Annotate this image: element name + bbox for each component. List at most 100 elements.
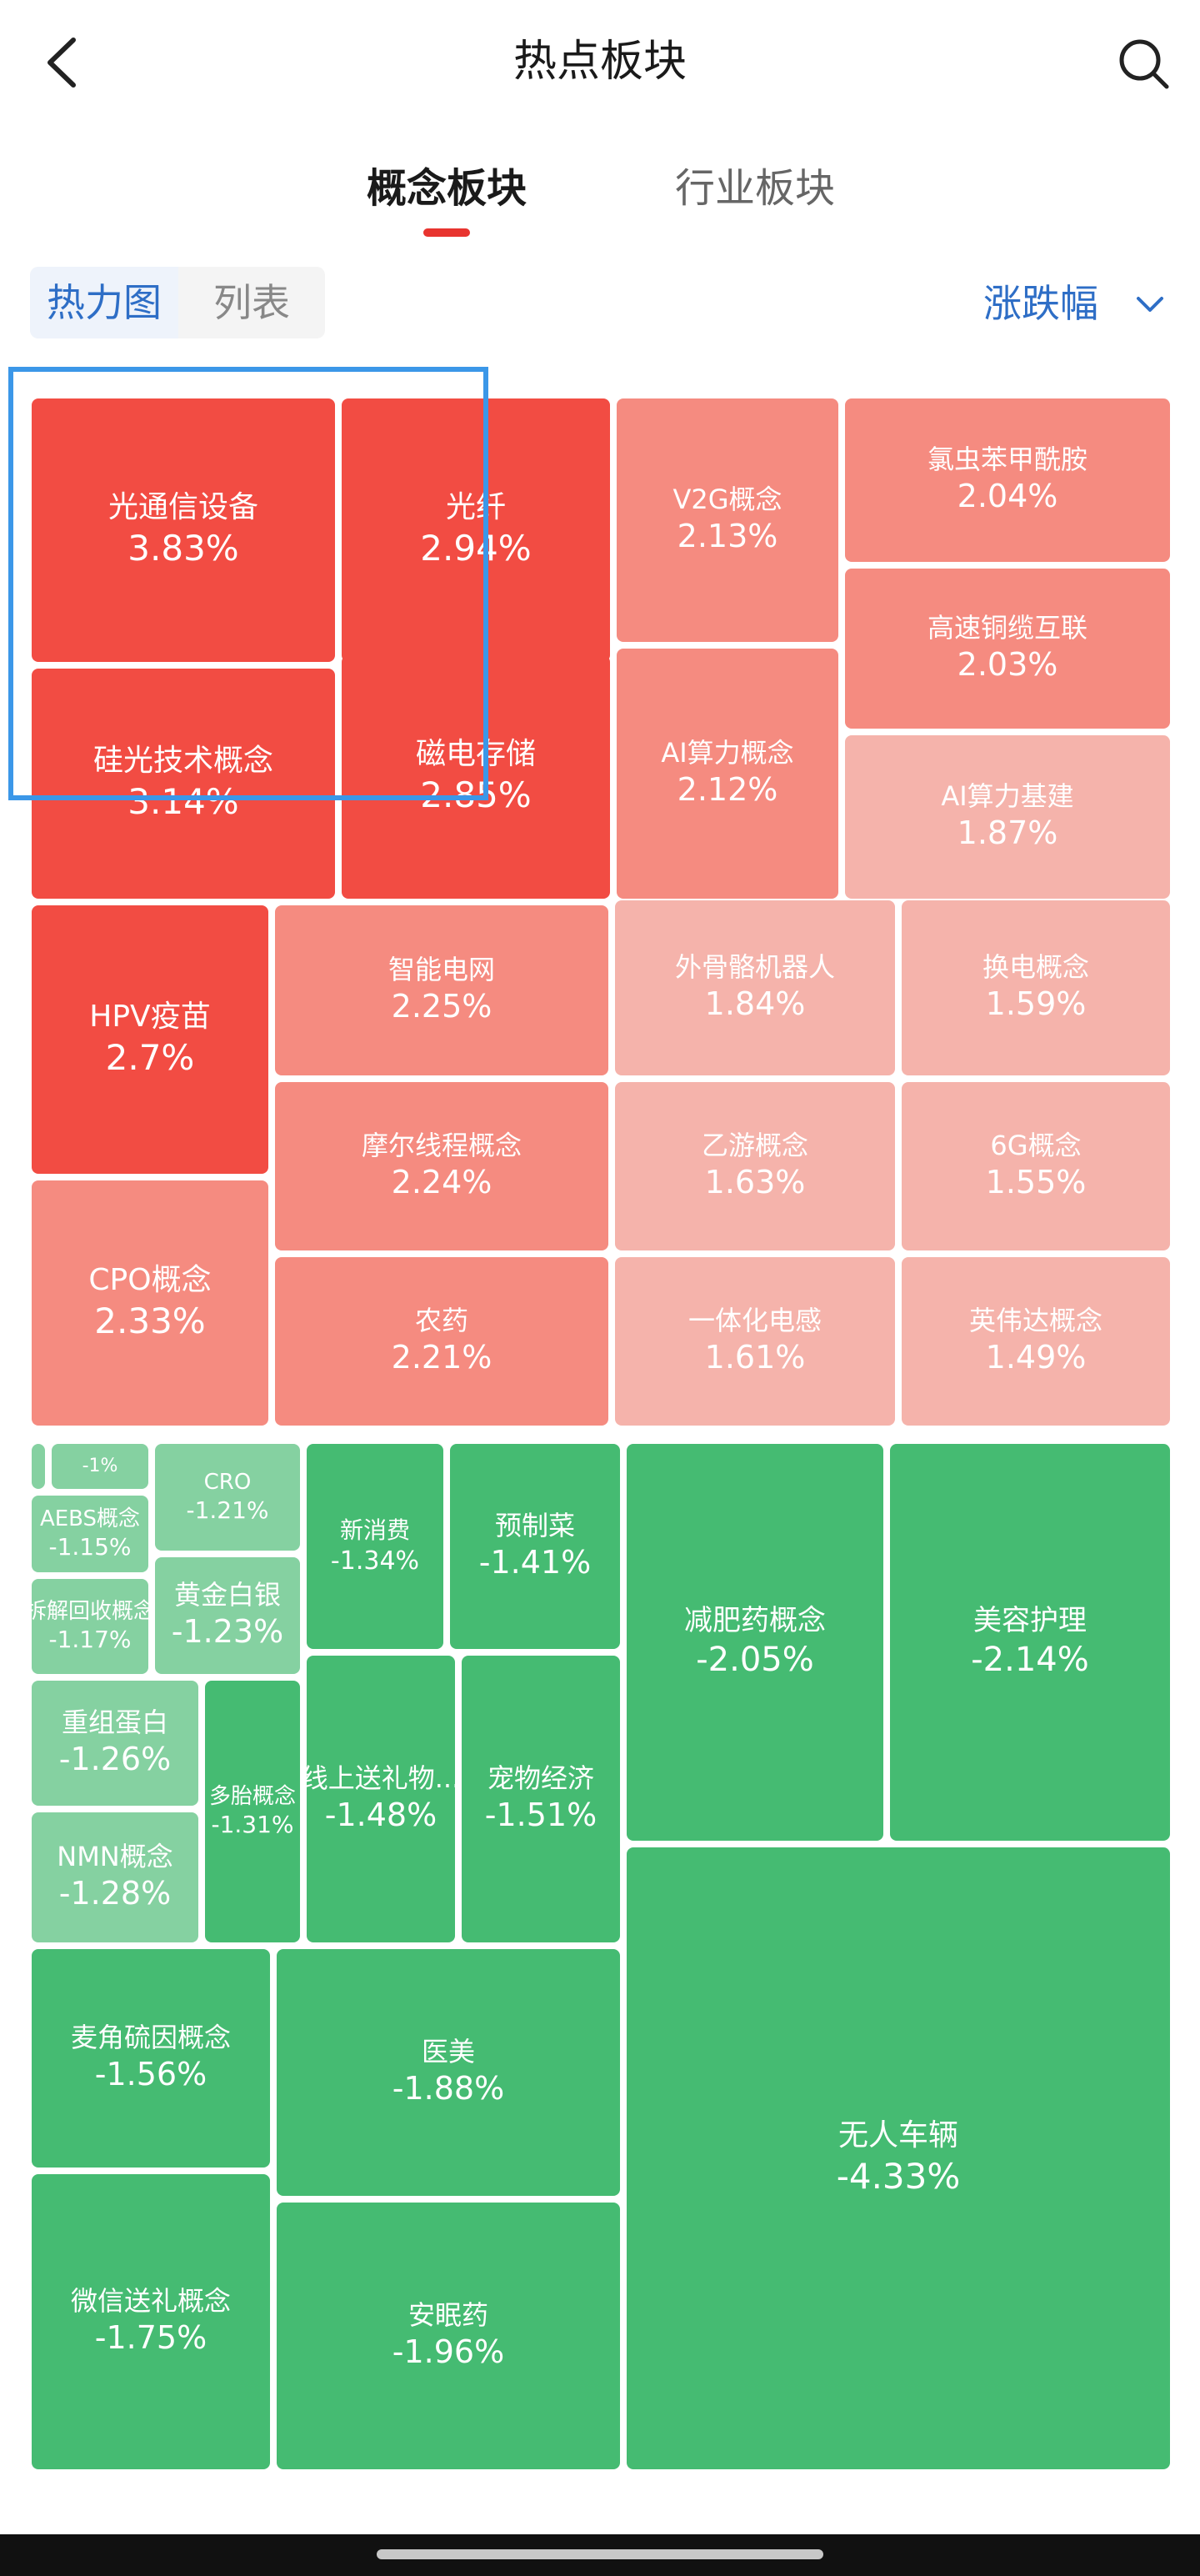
sector-tile[interactable]: 一体化电感 1.61%	[615, 1257, 895, 1426]
sector-change: -1.48%	[324, 1797, 438, 1834]
sector-change: 1.63%	[704, 1164, 806, 1201]
sector-name: 线上送礼物...	[307, 1762, 455, 1795]
sector-tile[interactable]: 农药 2.21%	[275, 1257, 608, 1426]
sector-change: 2.03%	[957, 646, 1058, 684]
sector-tile[interactable]: 无人车辆 -4.33%	[627, 1847, 1170, 2469]
home-indicator	[377, 2549, 823, 2559]
sector-change: -2.14%	[971, 1641, 1089, 1680]
sector-change: -1.17%	[48, 1626, 132, 1654]
sector-tile[interactable]: 微信送礼概念 -1.75%	[32, 2174, 270, 2469]
sector-tile[interactable]: V2G概念 2.13%	[617, 398, 838, 642]
sector-tile[interactable]: 安眠药 -1.96%	[277, 2203, 620, 2469]
sector-tile[interactable]: 氯虫苯甲酰胺 2.04%	[845, 398, 1170, 562]
sector-change: -1.28%	[58, 1875, 172, 1912]
sector-tile[interactable]: 新消费 -1.34%	[307, 1444, 443, 1649]
sector-tile[interactable]: 线上送礼物... -1.48%	[307, 1656, 455, 1942]
sector-name: 外骨骼机器人	[674, 951, 835, 984]
sector-name: 多胎概念	[208, 1783, 296, 1809]
sector-tile[interactable]: AEBS概念 -1.15%	[32, 1496, 148, 1572]
sector-tile[interactable]: -1%	[52, 1444, 148, 1489]
tab-concept-sectors[interactable]: 概念板块	[366, 165, 527, 212]
sector-change: -1.31%	[211, 1811, 294, 1839]
sector-name: 麦角硫因概念	[70, 2022, 231, 2054]
sector-tile[interactable]: HPV疫苗 2.7%	[32, 905, 268, 1174]
sector-change: 2.13%	[677, 518, 778, 555]
sector-change: 2.24%	[391, 1164, 492, 1201]
sector-change: 2.94%	[420, 528, 532, 569]
sector-name: 氯虫苯甲酰胺	[927, 444, 1088, 476]
sector-tile[interactable]: 重组蛋白 -1.26%	[32, 1681, 198, 1806]
sector-change: 3.14%	[128, 781, 239, 823]
sector-change: 1.59%	[985, 985, 1087, 1023]
sector-name: AEBS概念	[39, 1506, 141, 1531]
sector-name: 乙游概念	[701, 1130, 808, 1162]
sector-change: 2.7%	[105, 1037, 195, 1079]
sector-name: 美容护理	[973, 1603, 1087, 1637]
sector-tile[interactable]: 宠物经济 -1.51%	[462, 1656, 620, 1942]
sector-name: 硅光技术概念	[92, 744, 273, 779]
view-toggle: 热力图 列表	[30, 267, 325, 338]
sector-tile[interactable]: 拆解回收概念 -1.17%	[32, 1579, 148, 1674]
sector-tile[interactable]: 智能电网 2.25%	[275, 905, 608, 1075]
sector-name: 磁电存储	[415, 737, 536, 772]
sector-change: -1.34%	[330, 1546, 420, 1576]
sector-name: HPV疫苗	[89, 1000, 211, 1035]
sector-name: 摩尔线程概念	[361, 1130, 522, 1162]
sector-tile[interactable]: 乙游概念 1.63%	[615, 1082, 895, 1250]
sort-dropdown[interactable]: 涨跌幅	[983, 281, 1098, 326]
sector-change: 2.85%	[420, 774, 532, 816]
sector-change: -4.33%	[836, 2156, 961, 2198]
sector-tile[interactable]: 外骨骼机器人 1.84%	[615, 900, 895, 1075]
tab-industry-sectors[interactable]: 行业板块	[674, 165, 835, 212]
sector-tile[interactable]: NMN概念 -1.28%	[32, 1812, 198, 1942]
sector-tile[interactable]: 美容护理 -2.14%	[890, 1444, 1170, 1841]
sector-tile[interactable]: 医美 -1.88%	[277, 1949, 620, 2196]
sector-tile[interactable]: CRO -1.21%	[155, 1444, 300, 1551]
sector-name: 英伟达概念	[968, 1305, 1102, 1337]
sector-tile[interactable]: 换电概念 1.59%	[902, 900, 1170, 1075]
sector-name: 预制菜	[494, 1510, 575, 1542]
sector-tile[interactable]: AI算力基建 1.87%	[845, 735, 1170, 899]
sector-tile[interactable]: 硅光技术概念 3.14%	[32, 669, 335, 899]
sector-change: 2.04%	[957, 478, 1058, 515]
sector-tile[interactable]: 预制菜 -1.41%	[450, 1444, 620, 1649]
sector-tile[interactable]: 磁电存储 2.85%	[342, 655, 610, 899]
sector-tile[interactable]: 光通信设备 3.83%	[32, 398, 335, 662]
sector-change: -1.96%	[392, 2333, 505, 2371]
sector-name: 拆解回收概念	[32, 1598, 148, 1624]
sector-tile[interactable]: 麦角硫因概念 -1.56%	[32, 1949, 270, 2168]
sector-tile[interactable]: CPO概念 2.33%	[32, 1180, 268, 1426]
back-arrow-icon[interactable]	[40, 33, 87, 92]
sector-name: 高速铜缆互联	[927, 612, 1088, 644]
list-view-button[interactable]: 列表	[213, 280, 290, 325]
sector-name: 微信送礼概念	[70, 2285, 231, 2318]
search-icon[interactable]	[1117, 37, 1172, 92]
sector-change: -1.15%	[48, 1533, 132, 1561]
sector-name: 宠物经济	[487, 1762, 594, 1795]
sector-tile[interactable]: 减肥药概念 -2.05%	[627, 1444, 883, 1841]
sector-name: 黄金白银	[173, 1579, 281, 1611]
heatmap-view-button[interactable]: 热力图	[30, 267, 178, 338]
sector-change: -1.23%	[171, 1613, 284, 1651]
sector-name: 重组蛋白	[61, 1706, 168, 1739]
sector-tile[interactable]: 6G概念 1.55%	[902, 1082, 1170, 1250]
sector-change: 2.21%	[391, 1339, 492, 1376]
sector-tile[interactable]: 高速铜缆互联 2.03%	[845, 569, 1170, 729]
sector-tile[interactable]	[32, 1444, 45, 1489]
sector-change: -1.26%	[58, 1741, 172, 1778]
sector-name: 无人车辆	[838, 2118, 958, 2153]
sector-change: 2.33%	[94, 1301, 206, 1342]
sector-change: -1.41%	[478, 1544, 592, 1581]
sector-tile[interactable]: 摩尔线程概念 2.24%	[275, 1082, 608, 1250]
sector-tile[interactable]: 黄金白银 -1.23%	[155, 1557, 300, 1674]
chevron-down-icon[interactable]	[1135, 292, 1165, 317]
sector-tile[interactable]: 英伟达概念 1.49%	[902, 1257, 1170, 1426]
sector-name: 农药	[414, 1305, 468, 1337]
sector-tile[interactable]: AI算力概念 2.12%	[617, 649, 838, 899]
sector-name: 减肥药概念	[684, 1603, 826, 1637]
sector-name: 一体化电感	[688, 1305, 822, 1337]
sector-tile[interactable]: 多胎概念 -1.31%	[205, 1681, 300, 1942]
sector-change: -1.56%	[94, 2056, 208, 2093]
sector-tile[interactable]: 光纤 2.94%	[342, 398, 610, 662]
sector-change: -1%	[82, 1455, 118, 1476]
